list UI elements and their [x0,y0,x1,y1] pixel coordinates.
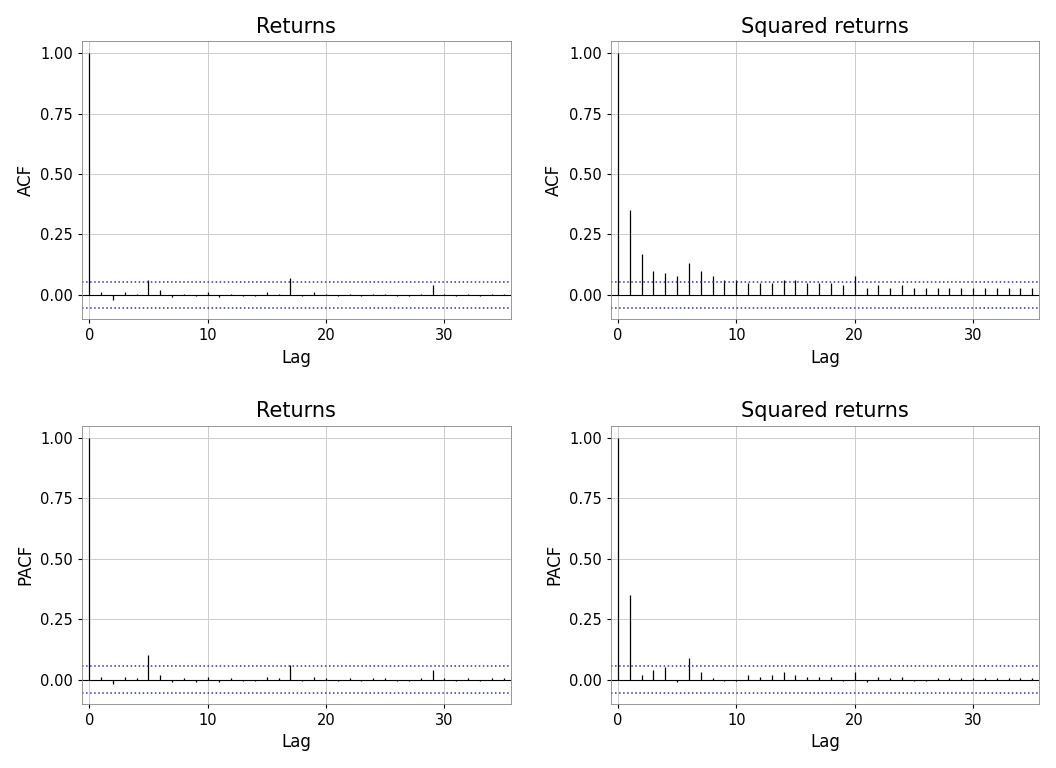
Title: Returns: Returns [257,402,336,422]
X-axis label: Lag: Lag [282,349,312,366]
Y-axis label: PACF: PACF [545,544,563,585]
X-axis label: Lag: Lag [282,733,312,751]
X-axis label: Lag: Lag [810,733,840,751]
Y-axis label: PACF: PACF [17,544,35,585]
Title: Squared returns: Squared returns [741,17,909,37]
X-axis label: Lag: Lag [810,349,840,366]
Y-axis label: ACF: ACF [17,164,35,196]
Title: Squared returns: Squared returns [741,402,909,422]
Y-axis label: ACF: ACF [545,164,563,196]
Title: Returns: Returns [257,17,336,37]
